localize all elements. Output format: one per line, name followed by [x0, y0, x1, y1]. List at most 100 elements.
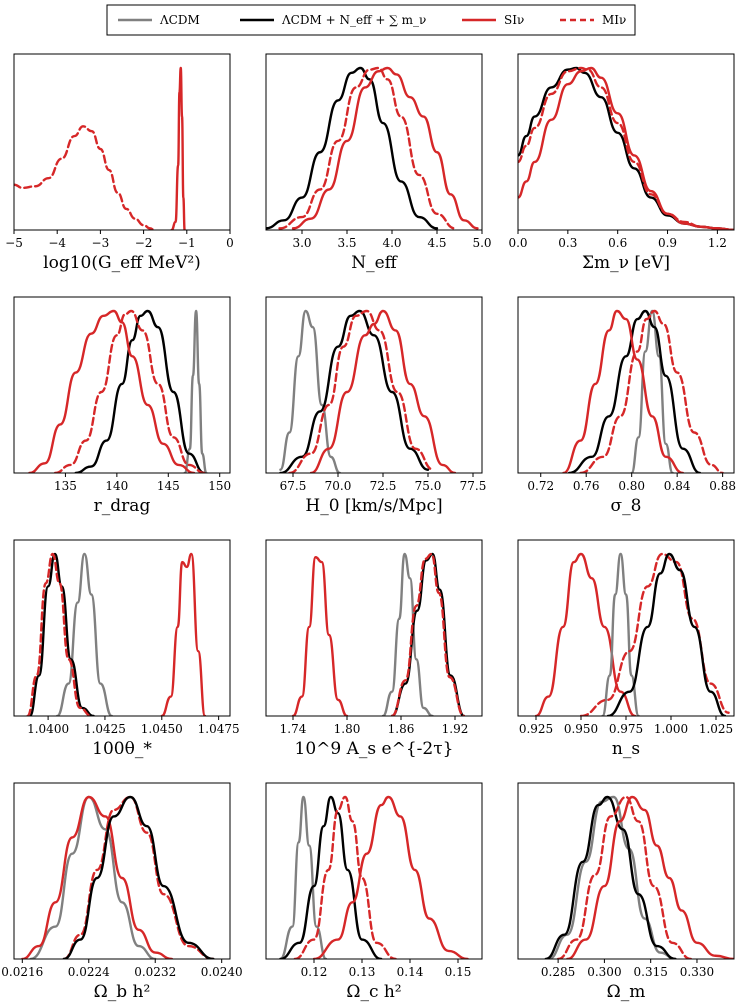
- legend-frame: [106, 4, 636, 36]
- panel-11-tick-label-1: 0.12: [301, 965, 328, 979]
- panel-10-series-3: [62, 795, 215, 959]
- panel-9-tick-label-5: 1.025: [699, 722, 733, 736]
- panel-2-tick-label-1: 3.0: [292, 236, 311, 250]
- panel-2-series-3: [291, 66, 479, 230]
- panel-3-tick-label-2: 0.3: [558, 236, 577, 250]
- panel-10-tick-label-3: 0.0232: [134, 965, 176, 979]
- panel-8-tick-label-2: 1.80: [334, 722, 361, 736]
- panel-10-series-1: [29, 795, 157, 959]
- panel-7-tick-label-3: 1.0450: [141, 722, 183, 736]
- panel-6-tick-label-1: 0.72: [527, 479, 554, 493]
- panel-10-frame: [13, 782, 231, 960]
- panel-4-xlabel: r_drag: [94, 496, 151, 516]
- panel-12: 0.285 0.300 0.315 0.330 Ω_m: [517, 782, 735, 1002]
- panel-7-frame: [13, 539, 231, 717]
- panel-8-tick-label-4: 1.92: [442, 722, 469, 736]
- panel-12-xlabel: Ω_m: [607, 982, 646, 1002]
- panel-10-xlabel: Ω_b h²: [94, 982, 151, 1002]
- panel-8: 1.74 1.80 1.86 1.92 10^9 A_s e^{-2τ}: [265, 539, 483, 759]
- panel-6-series-3: [579, 309, 724, 473]
- panel-2-tick-label-5: 5.0: [472, 236, 491, 250]
- panel-1-tick-label-2: −4: [48, 236, 66, 250]
- panel-10: 0.0216 0.0224 0.0232 0.0240 Ω_b h²: [1, 782, 243, 1002]
- panel-5-series-3: [288, 309, 435, 473]
- panel-5-series-4: [309, 309, 457, 473]
- panel-10-series-2: [21, 795, 174, 959]
- panel-8-series-4: [390, 552, 466, 716]
- legend-label-3: SIν: [504, 13, 524, 27]
- panel-10-series-4: [62, 795, 215, 959]
- panel-12-tick-label-2: 0.300: [587, 965, 621, 979]
- panel-11-series-3: [293, 795, 397, 959]
- panel-6-series-4: [562, 309, 685, 473]
- panel-5-tick-label-3: 72.5: [370, 479, 397, 493]
- panel-9-xlabel: n_s: [612, 739, 640, 759]
- panel-8-tick-label-1: 1.74: [280, 722, 307, 736]
- panel-4-tick-label-3: 145: [157, 479, 180, 493]
- panel-8-tick-label-3: 1.86: [388, 722, 415, 736]
- panel-9-tick-label-3: 0.975: [609, 722, 643, 736]
- legend-label-1: ΛCDM: [159, 13, 200, 27]
- panel-5-series-1: [279, 309, 341, 473]
- panel-9-tick-label-1: 0.925: [519, 722, 553, 736]
- panel-10-tick-label-1: 0.0216: [1, 965, 43, 979]
- panel-4-tick-label-4: 150: [208, 479, 231, 493]
- panel-3: 0.0 0.3 0.6 0.9 1.2 Σm_ν [eV]: [508, 53, 735, 273]
- panel-4-tick-label-2: 140: [105, 479, 128, 493]
- panel-5-xlabel: H_0 [km/s/Mpc]: [305, 496, 442, 516]
- panel-2-series-1: [266, 66, 439, 230]
- panel-12-frame: [517, 782, 735, 960]
- panel-1: −5 −4 −3 −2 −1 0 log10(G_eff MeV²): [5, 53, 234, 273]
- panel-6-frame: [517, 296, 735, 474]
- panel-11-tick-label-4: 0.15: [445, 965, 472, 979]
- panel-2-tick-label-4: 4.5: [427, 236, 446, 250]
- panel-12-series-2: [544, 795, 677, 959]
- panel-3-tick-label-1: 0.0: [508, 236, 527, 250]
- panel-1-series-1: [170, 66, 186, 230]
- panel-9-series-2: [601, 552, 640, 716]
- panel-7-tick-label-1: 1.0400: [27, 722, 69, 736]
- panel-9-series-1: [534, 552, 637, 716]
- panel-6: 0.72 0.76 0.80 0.84 0.88 σ_8: [517, 296, 736, 516]
- panel-9-series-4: [606, 552, 727, 716]
- panel-7-series-1: [56, 552, 113, 716]
- panel-1-xlabel: log10(G_eff MeV²): [43, 253, 201, 273]
- panel-9-frame: [517, 539, 735, 717]
- panel-4-frame: [13, 296, 231, 474]
- panel-1-tick-label-4: −2: [135, 236, 153, 250]
- panel-4-series-1: [183, 309, 208, 473]
- panel-7-series-3: [26, 552, 93, 716]
- panel-11-frame: [265, 782, 483, 960]
- panel-6-tick-label-3: 0.80: [618, 479, 645, 493]
- panel-6-xlabel: σ_8: [611, 496, 642, 516]
- panel-11-tick-label-2: 0.13: [349, 965, 376, 979]
- legend: ΛCDM ΛCDM + N_eff + ∑ m_ν SIν MIν: [106, 4, 636, 36]
- panel-1-series-2: [14, 125, 156, 230]
- panel-2-series-2: [278, 66, 457, 230]
- panel-4-tick-label-1: 135: [54, 479, 77, 493]
- panel-11-series-2: [279, 795, 383, 959]
- panel-10-tick-label-4: 0.0240: [201, 965, 243, 979]
- panel-5-tick-label-4: 75.0: [415, 479, 442, 493]
- panel-8-frame: [265, 539, 483, 717]
- panel-11-tick-label-3: 0.14: [397, 965, 424, 979]
- panel-8-series-1: [291, 556, 349, 716]
- panel-5: 67.5 70.0 72.5 75.0 77.5 H_0 [km/s/Mpc]: [265, 296, 486, 516]
- panel-4-series-3: [53, 309, 206, 473]
- panel-11-series-1: [279, 795, 328, 959]
- panel-5-tick-label-2: 70.0: [325, 479, 352, 493]
- panel-9-tick-label-2: 0.950: [564, 722, 598, 736]
- panel-7-xlabel: 100θ_*: [92, 739, 152, 759]
- panel-1-tick-label-6: 0: [226, 236, 234, 250]
- legend-label-2: ΛCDM + N_eff + ∑ m_ν: [281, 13, 426, 27]
- panel-3-series-1: [518, 66, 734, 230]
- panel-10-tick-label-2: 0.0224: [68, 965, 110, 979]
- panel-6-series-2: [567, 309, 702, 473]
- panel-12-series-3: [556, 795, 692, 959]
- panel-5-tick-label-1: 67.5: [280, 479, 307, 493]
- panel-7-tick-label-2: 1.0425: [84, 722, 126, 736]
- panel-3-xlabel: Σm_ν [eV]: [582, 253, 670, 273]
- panel-12-tick-label-4: 0.330: [680, 965, 714, 979]
- panel-9: 0.925 0.950 0.975 1.000 1.025 n_s: [517, 539, 735, 759]
